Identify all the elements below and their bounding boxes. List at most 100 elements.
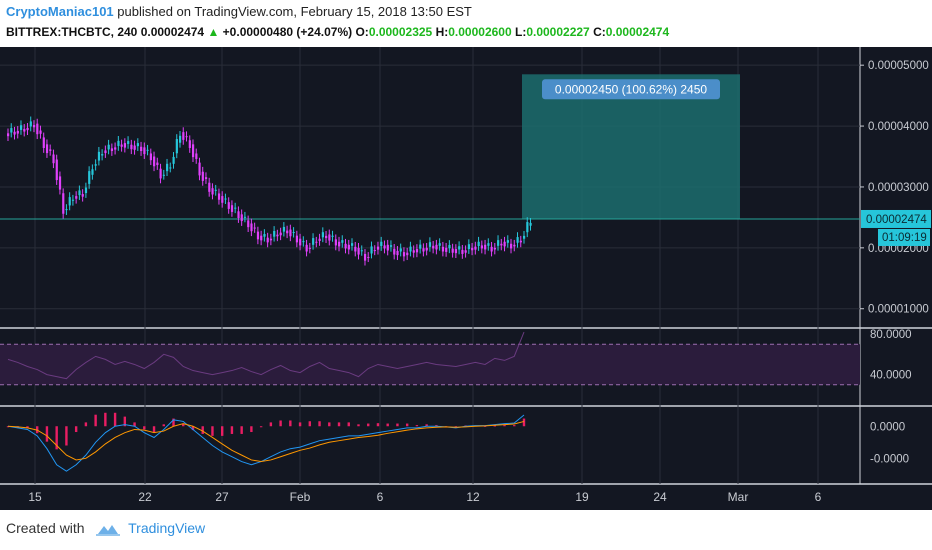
candle [406, 252, 409, 256]
macd-histogram-bar [493, 425, 496, 427]
candle [415, 249, 419, 253]
candle [230, 205, 234, 212]
macd-histogram-bar [250, 426, 253, 433]
candle [389, 245, 393, 247]
candle [357, 247, 360, 255]
candle [68, 197, 71, 206]
macd-histogram-bar [65, 426, 68, 446]
candle [16, 130, 19, 134]
x-tick-label: 19 [575, 490, 589, 504]
candle [523, 235, 526, 239]
candle [386, 244, 389, 251]
tradingview-brand[interactable]: TradingView [128, 520, 206, 536]
current-price-tag [861, 209, 931, 228]
candle [402, 252, 406, 257]
candle [347, 244, 350, 250]
candle [175, 139, 178, 154]
candle [519, 240, 522, 243]
candle [474, 246, 477, 250]
candle [448, 245, 451, 249]
rsi-band [0, 344, 860, 385]
candle [484, 244, 487, 250]
candle [221, 196, 224, 203]
candle [428, 242, 432, 247]
macd-histogram-bar [143, 426, 146, 430]
candle [26, 127, 29, 131]
y-tick-label: 0.00005000 [868, 60, 929, 72]
candle [211, 188, 214, 195]
candle [260, 235, 263, 241]
macd-histogram-bar [133, 422, 136, 427]
candle [166, 163, 169, 172]
candle [422, 248, 425, 252]
y-tick-label: 0.00003000 [868, 182, 929, 194]
rsi-tick-label: 80.0000 [870, 329, 912, 341]
chart-area[interactable]: 15 22 27 Feb 6 12 19 24 Mar 6 0.00005000 0.00004000… [0, 47, 932, 510]
tradingview-logo-icon [96, 525, 121, 536]
candle [282, 226, 286, 232]
candle [315, 241, 318, 243]
candle [153, 156, 156, 167]
published-text: published on TradingView.com, February 1… [117, 4, 472, 19]
low-label: L: [514, 25, 527, 39]
candle [114, 147, 117, 150]
x-tick-label: 15 [28, 490, 42, 504]
candle [373, 250, 376, 252]
x-tick-label: 22 [138, 490, 152, 504]
candle [276, 234, 279, 237]
candle [370, 246, 373, 254]
candle [338, 241, 341, 247]
candle [513, 244, 516, 247]
candle [318, 238, 321, 241]
candle [351, 243, 354, 246]
candle [341, 240, 344, 243]
candle [75, 196, 78, 199]
macd-histogram-bar [230, 426, 234, 434]
macd-histogram-bar [104, 412, 107, 427]
candle [81, 194, 84, 197]
candle [263, 234, 266, 237]
macd-histogram-bar [240, 426, 243, 434]
candle [188, 140, 191, 148]
candle [123, 143, 127, 148]
candle [419, 244, 422, 249]
macd-histogram-bar [182, 423, 185, 427]
macd-histogram-bar [357, 424, 360, 427]
macd-histogram-bar [172, 418, 175, 427]
candle [179, 135, 182, 143]
candle [399, 248, 402, 252]
candle [432, 245, 435, 249]
candle [146, 149, 149, 151]
candle [120, 144, 123, 147]
author-link[interactable]: CryptoManiac101 [6, 4, 114, 19]
candle [162, 174, 165, 176]
candle [464, 250, 467, 253]
candle [321, 232, 324, 238]
y-tick-label: 0.00001000 [868, 304, 929, 316]
candle [140, 146, 143, 152]
candle [10, 128, 13, 133]
candle [273, 230, 276, 237]
candle [143, 147, 146, 155]
candle [477, 241, 480, 247]
candle [363, 253, 367, 261]
macd-histogram-bar [415, 425, 419, 427]
high-value: 0.00002600 [448, 25, 512, 39]
candle [454, 249, 458, 254]
candle [185, 136, 188, 138]
low-value: 0.00002227 [526, 25, 590, 39]
candle [396, 250, 399, 256]
candle [441, 246, 445, 252]
rsi-tick-label: 40.0000 [870, 370, 912, 382]
x-tick-label: Feb [290, 490, 311, 504]
candle [234, 207, 237, 209]
candle [409, 246, 412, 252]
candle [49, 149, 52, 151]
macd-histogram-bar [220, 426, 224, 436]
candle [91, 169, 94, 175]
candle [55, 159, 58, 181]
macd-histogram-bar [367, 423, 370, 427]
macd-histogram-bar [425, 424, 428, 427]
macd-histogram-bar [396, 423, 399, 427]
